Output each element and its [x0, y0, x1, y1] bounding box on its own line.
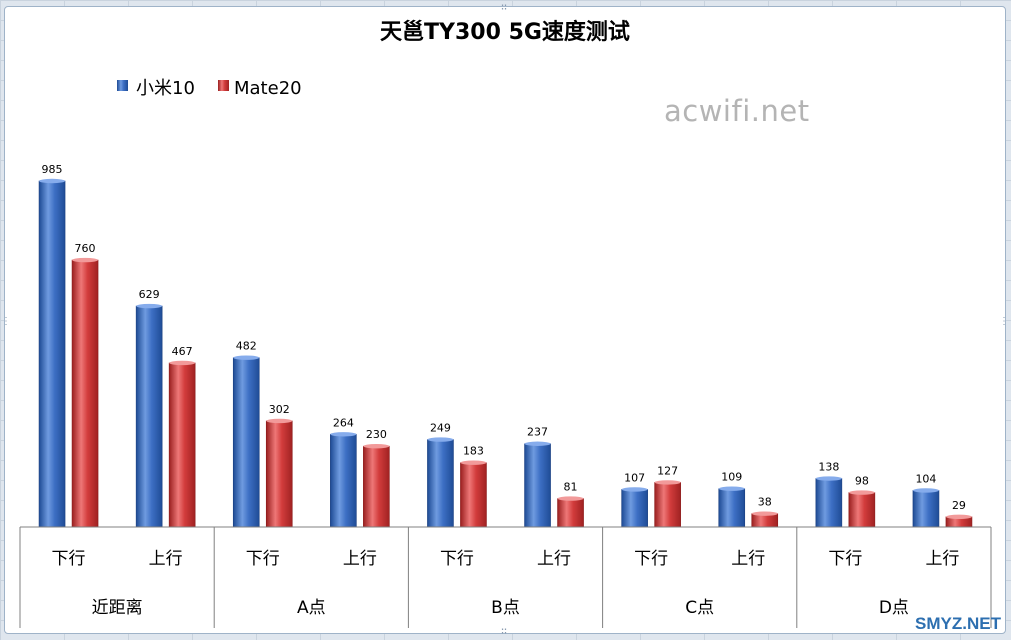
category-label: 上行 [925, 549, 959, 569]
data-label-xiaomi10: 249 [430, 422, 451, 435]
group-label: B点 [491, 598, 520, 618]
data-label-mate20: 98 [855, 475, 869, 488]
bar-cap-mate20 [460, 460, 487, 465]
category-label: 上行 [343, 549, 377, 569]
bar-xiaomi10[interactable] [427, 439, 454, 528]
bar-cap-mate20 [557, 496, 584, 501]
category-label: 上行 [731, 549, 765, 569]
site-watermark: SMYZ.NET [915, 614, 1001, 633]
bar-cap-xiaomi10 [233, 355, 260, 360]
bar-cap-xiaomi10 [39, 178, 66, 184]
bar-cap-xiaomi10 [136, 303, 163, 309]
chart-title: 天邕TY300 5G速度测试 [380, 19, 630, 45]
bar-cap-mate20 [751, 511, 778, 516]
bar-mate20[interactable] [460, 462, 487, 528]
bar-mate20[interactable] [265, 420, 293, 528]
data-label-mate20: 81 [564, 481, 578, 494]
bar-cap-xiaomi10 [524, 441, 551, 446]
group-label: D点 [879, 598, 909, 618]
data-label-mate20: 127 [657, 464, 678, 477]
bar-xiaomi10[interactable] [232, 357, 260, 528]
bar-mate20[interactable] [168, 362, 196, 528]
bar-cap-xiaomi10 [330, 432, 357, 437]
data-label-mate20: 230 [366, 428, 387, 441]
data-label-xiaomi10: 138 [818, 461, 839, 474]
resize-handle-left[interactable]: ⋮ [1, 316, 11, 327]
bar-cap-mate20 [945, 514, 972, 520]
bar-xiaomi10[interactable] [38, 180, 66, 528]
bar-cap-xiaomi10 [718, 486, 745, 491]
bar-mate20[interactable] [363, 445, 390, 528]
bar-cap-xiaomi10 [912, 488, 939, 493]
data-label-xiaomi10: 482 [236, 340, 257, 353]
resize-handle-bottom[interactable]: ∷ [501, 626, 508, 637]
bar-cap-mate20 [266, 418, 293, 424]
group-label: C点 [685, 598, 714, 618]
bar-cap-xiaomi10 [427, 437, 454, 442]
data-label-xiaomi10: 237 [527, 426, 548, 439]
bar-xiaomi10[interactable] [718, 488, 746, 528]
data-label-mate20: 760 [75, 242, 96, 255]
data-label-mate20: 29 [952, 499, 966, 512]
bar-xiaomi10[interactable] [621, 489, 648, 528]
bar-xiaomi10[interactable] [135, 305, 163, 528]
data-label-xiaomi10: 109 [721, 471, 742, 484]
data-label-xiaomi10: 107 [624, 471, 645, 484]
bar-xiaomi10[interactable] [524, 443, 551, 528]
data-label-xiaomi10: 985 [42, 163, 63, 176]
bar-xiaomi10[interactable] [815, 478, 843, 528]
bar-cap-mate20 [72, 257, 99, 263]
bar-mate20[interactable] [848, 492, 876, 528]
legend: 小米10 Mate20 [117, 78, 302, 99]
bar-mate20[interactable] [654, 482, 681, 528]
legend-swatch-mate20 [218, 80, 229, 91]
resize-handle-top[interactable]: ∷ [501, 2, 508, 13]
group-label: A点 [297, 598, 326, 618]
category-label: 下行 [246, 549, 280, 569]
group-label: 近距离 [92, 598, 143, 618]
legend-label-mate20: Mate20 [234, 78, 302, 99]
category-label: 上行 [537, 549, 571, 569]
category-label: 下行 [52, 549, 86, 569]
bar-cap-mate20 [363, 444, 390, 449]
data-label-xiaomi10: 264 [333, 416, 354, 429]
data-label-xiaomi10: 104 [915, 472, 936, 485]
bar-mate20[interactable] [71, 259, 99, 528]
category-label: 下行 [828, 549, 862, 569]
watermark-text: acwifi.net [664, 94, 810, 128]
data-label-mate20: 183 [463, 445, 484, 458]
bars-layer: 985 760 629 467 482 302 264 230 249 183 237 81 107 12… [38, 163, 973, 528]
bar-cap-xiaomi10 [621, 487, 648, 492]
category-label: 下行 [440, 549, 474, 569]
legend-label-xiaomi10: 小米10 [136, 78, 195, 99]
data-label-mate20: 38 [758, 496, 772, 509]
bar-xiaomi10[interactable] [330, 433, 357, 528]
bar-cap-mate20 [654, 480, 681, 485]
data-label-mate20: 302 [269, 403, 290, 416]
bar-cap-xiaomi10 [815, 476, 842, 481]
category-label: 上行 [149, 549, 183, 569]
data-label-mate20: 467 [172, 345, 193, 358]
category-label: 下行 [634, 549, 668, 569]
legend-swatch-xiaomi10 [117, 80, 128, 91]
bar-cap-mate20 [169, 360, 196, 366]
data-label-xiaomi10: 629 [139, 288, 160, 301]
resize-handle-right[interactable]: ⋮ [999, 316, 1009, 327]
bar-xiaomi10[interactable] [912, 490, 940, 528]
bar-mate20[interactable] [557, 498, 584, 528]
bar-cap-mate20 [848, 490, 875, 495]
